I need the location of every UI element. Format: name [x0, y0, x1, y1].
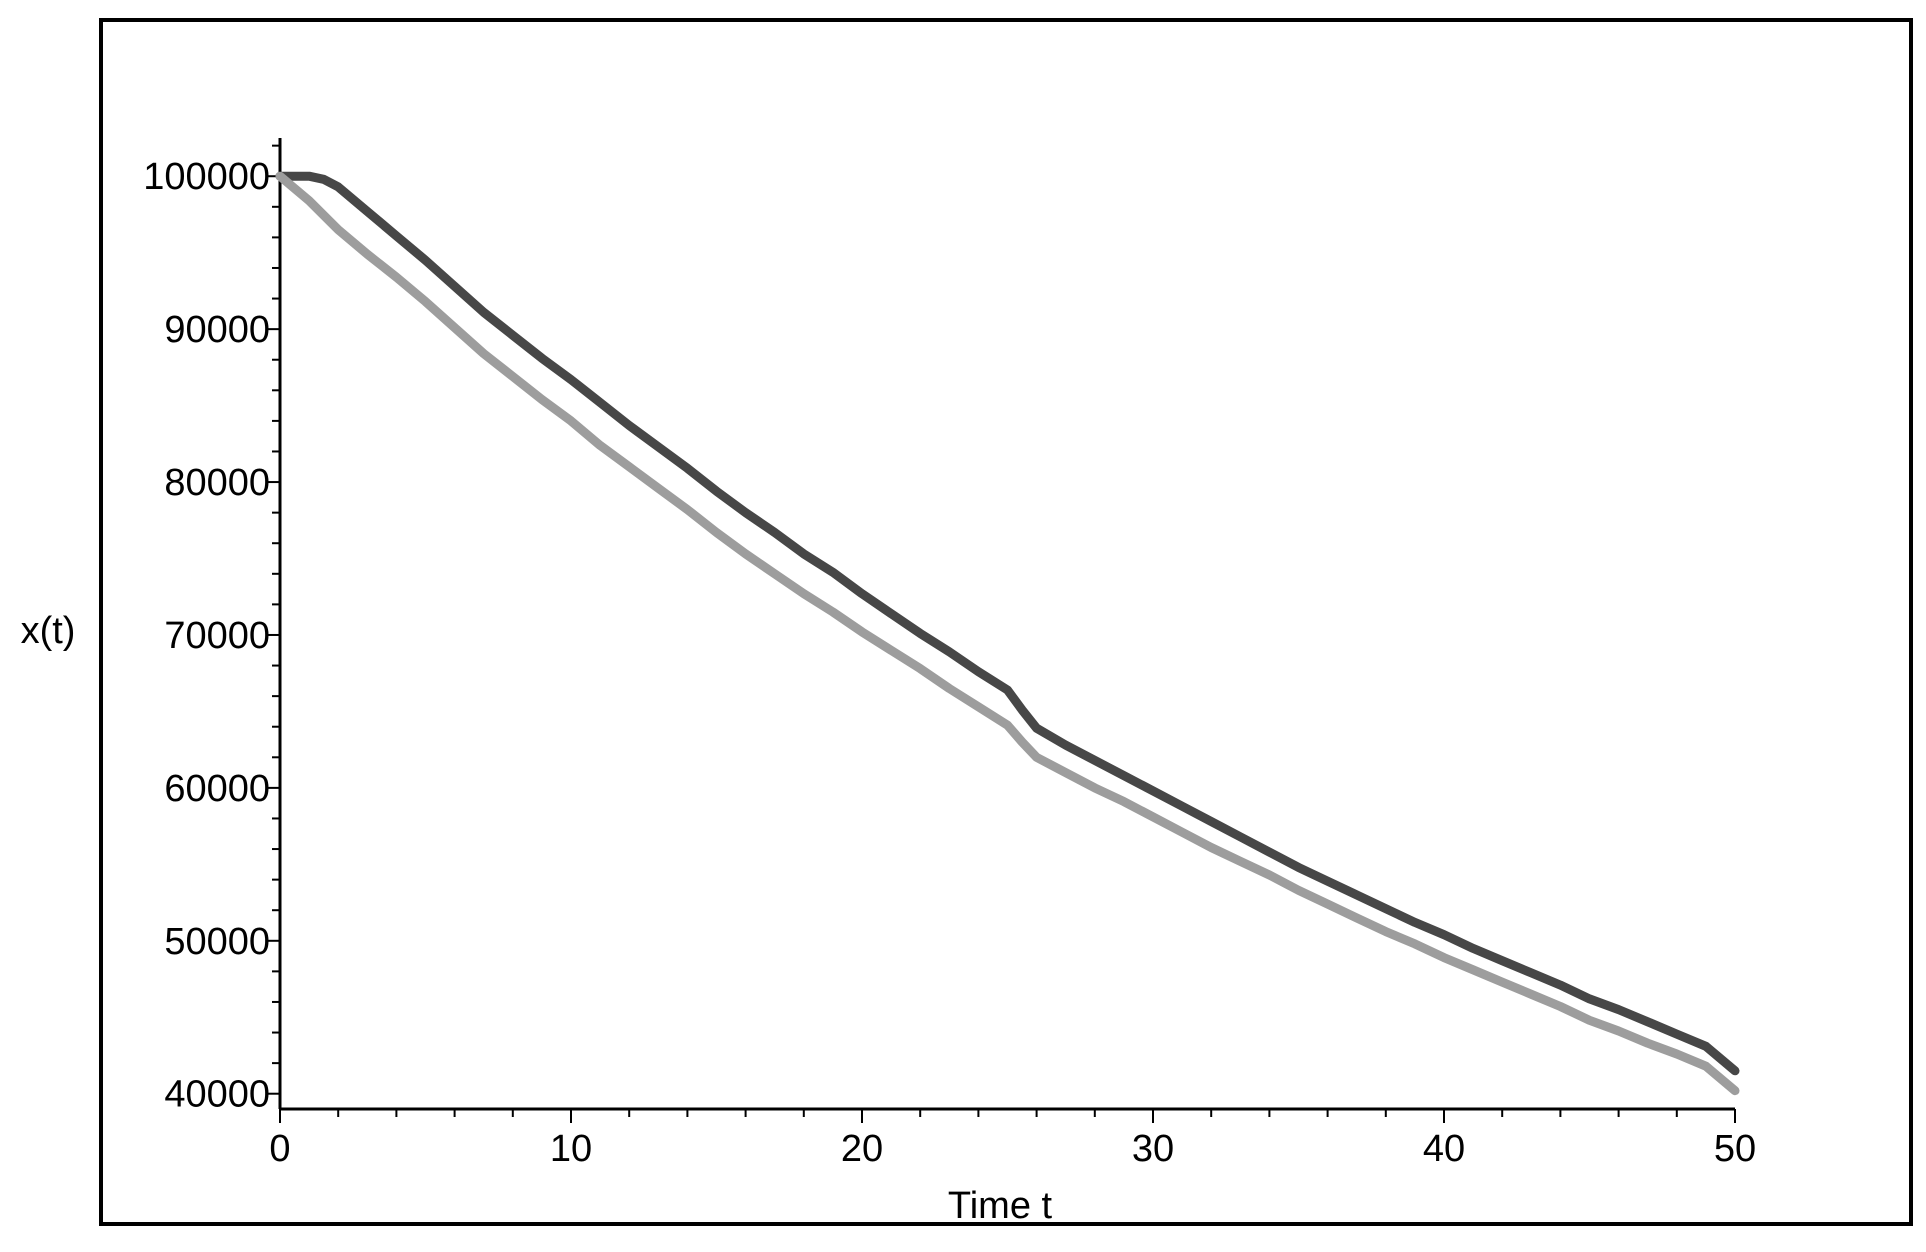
chart-frame — [99, 18, 1913, 1226]
x-tick-label: 30 — [1132, 1128, 1174, 1170]
y-tick-label: 80000 — [164, 462, 270, 504]
y-tick-label: 50000 — [164, 921, 270, 963]
axis-ticks — [266, 144, 1736, 1123]
y-tick-label: 100000 — [143, 156, 270, 198]
x-tick-label: 20 — [841, 1128, 883, 1170]
tick-labels: 0 10 20 30 40 50 40000 50000 60000 70000 80000 9000… — [143, 156, 1756, 1170]
y-axis-label: x(t) — [21, 610, 76, 652]
x-tick-label: 40 — [1423, 1128, 1465, 1170]
x-tick-label: 50 — [1714, 1128, 1756, 1170]
y-tick-label: 60000 — [164, 768, 270, 810]
axes — [278, 138, 1735, 1111]
series-line-2 — [275, 171, 1740, 1096]
y-tick-label: 90000 — [164, 309, 270, 351]
x-axis-label: Time t — [948, 1185, 1053, 1227]
y-tick-label: 70000 — [164, 615, 270, 657]
series-lines — [275, 171, 1740, 1096]
y-tick-label: 40000 — [164, 1074, 270, 1116]
x-tick-label: 0 — [269, 1128, 290, 1170]
x-tick-label: 10 — [550, 1128, 592, 1170]
series-line-1 — [275, 171, 1740, 1076]
